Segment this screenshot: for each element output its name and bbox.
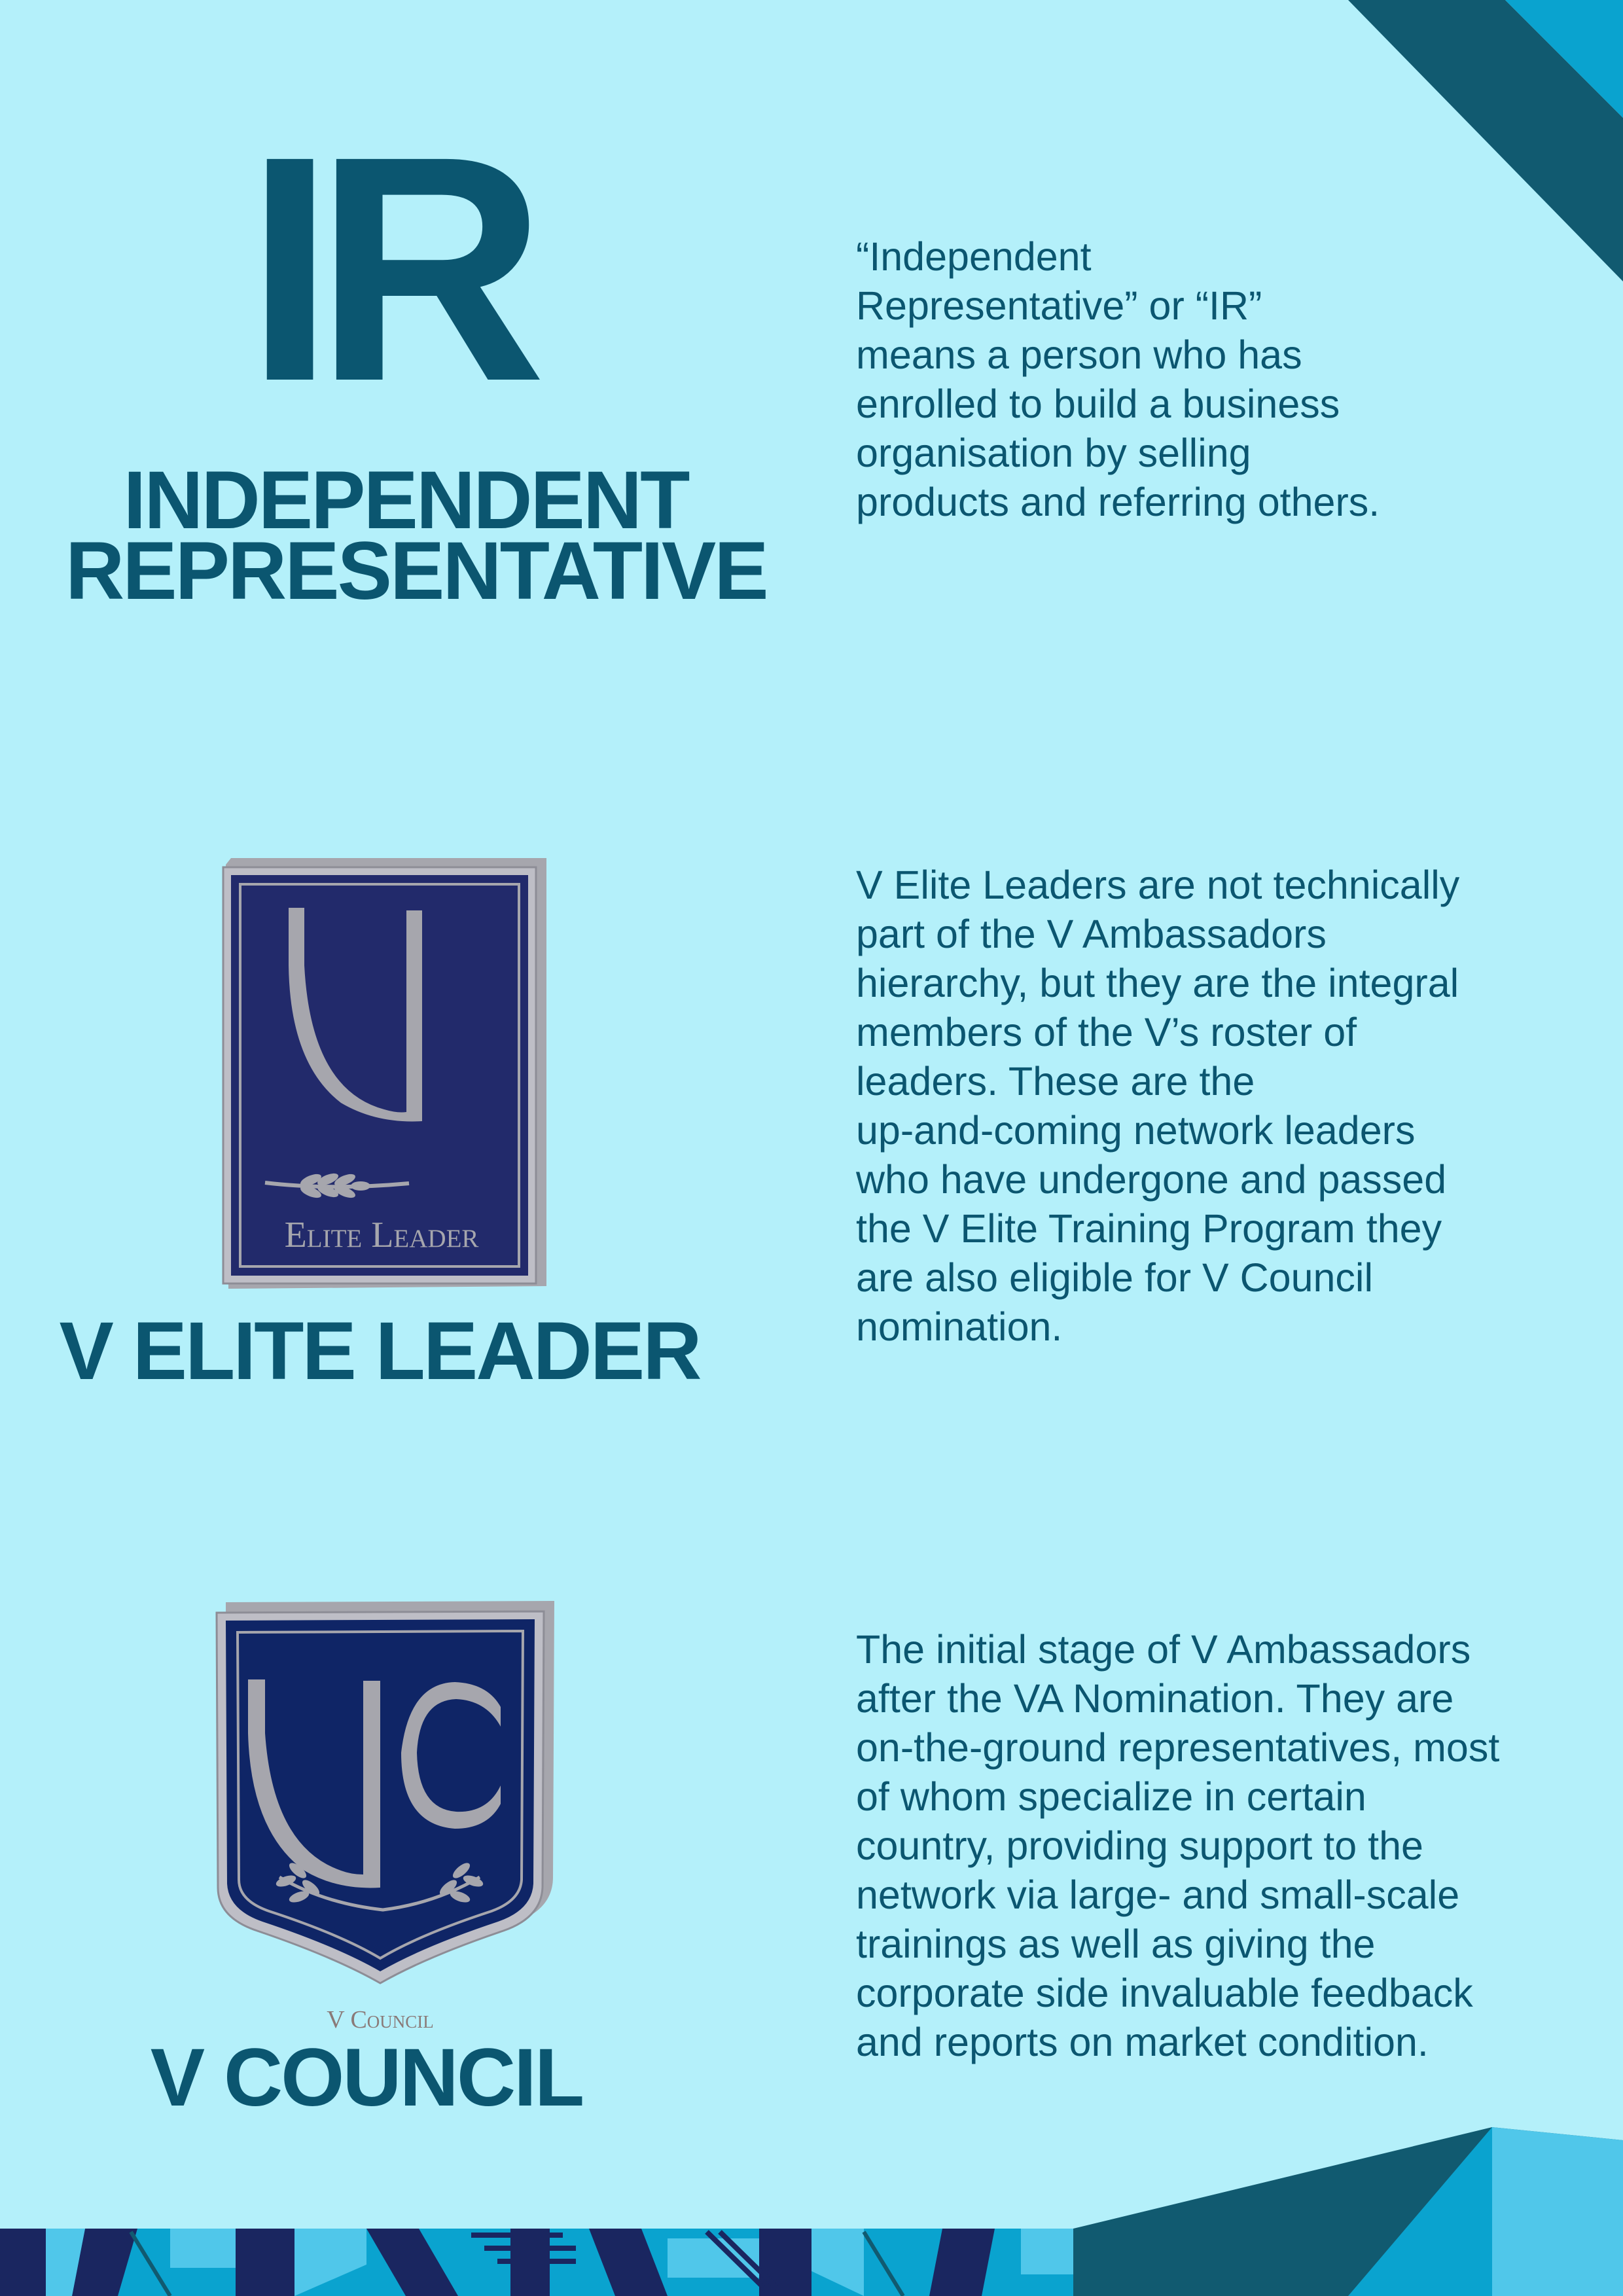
- council-title: V COUNCIL: [150, 2032, 585, 2123]
- ir-title-line-1: INDEPENDENT: [123, 455, 690, 546]
- corner-decoration-top-right: [1348, 0, 1623, 281]
- ir-title-line-2: REPRESENTATIVE: [65, 526, 769, 617]
- ir-description: “Independent Representative” or “IR” mea…: [856, 234, 1380, 524]
- elite-leader-title: V ELITE LEADER: [59, 1306, 702, 1397]
- council-description: The initial stage of V Ambassadors after…: [856, 1627, 1500, 2064]
- council-badge: V Council: [215, 1601, 554, 2034]
- ir-abbreviation: IR: [245, 89, 546, 448]
- council-badge-text: V Council: [327, 2006, 434, 2034]
- bottom-pattern-decoration: [0, 2127, 1623, 2296]
- elite-leader-badge-text: Elite Leader: [285, 1215, 479, 1255]
- elite-leader-badge: Elite Leader: [222, 858, 546, 1289]
- elite-leader-description: V Elite Leaders are not technically part…: [856, 863, 1460, 1349]
